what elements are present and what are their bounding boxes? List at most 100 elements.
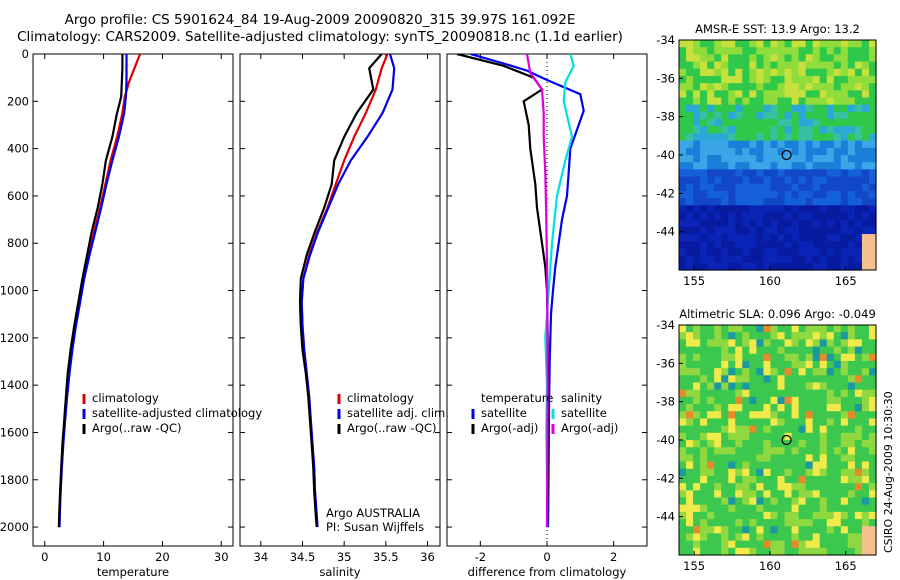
map-cell [833,176,842,185]
map-cell [819,468,828,477]
map-cell [854,332,863,340]
map-cell [833,40,842,48]
map-cell [700,97,708,106]
map-cell [777,169,786,178]
map-cell [714,526,722,535]
map-cell [763,418,772,427]
map-cell [679,519,687,527]
map-cell [854,54,863,63]
map-cell [812,339,821,348]
map-cell [791,83,800,91]
map-cell [763,353,772,362]
map-cell [784,97,793,106]
map-cell [784,382,793,391]
map-cell [679,47,687,55]
map-cell [735,368,743,376]
map-cell [693,339,701,348]
map-cell [693,483,701,491]
map-cell [686,425,694,434]
map-cell [777,198,786,206]
map-cell [784,133,793,142]
map-cell [861,353,870,362]
map-cell [679,447,687,455]
map-cell [679,140,687,149]
map-cell [770,533,779,542]
map-cell [756,389,765,398]
map-cell [686,147,694,156]
map-cell [742,504,750,513]
map-cell [791,454,800,463]
map-cell [700,325,708,333]
map-cell [735,382,743,391]
map-cell [812,504,821,513]
map-cell [826,147,835,156]
legend-entry-satellite-adjusted-climatology: satellite-adjusted climatology [92,406,262,420]
map-cell [700,519,708,527]
map-cell [735,389,743,398]
map-cell [707,396,715,405]
map-cell [791,262,800,271]
map-cell [749,483,757,491]
map-cell [686,155,694,163]
map-cell [812,75,821,84]
map-cell [840,198,849,206]
map-cell [840,447,849,455]
map-cell [700,404,708,412]
map-cell [714,75,722,84]
map-cell [819,234,828,242]
map-cell [840,382,849,391]
map-cell [819,375,828,384]
map-cell [791,234,800,242]
y-tick-label: -36 [656,356,675,370]
map-cell [840,140,849,149]
map-cell [840,61,849,70]
map-cell [707,454,715,463]
map-cell [714,255,722,264]
map-cell [763,368,772,376]
map-cell [826,255,835,264]
map-cell [763,90,772,99]
x-tick-label: 155 [683,559,705,573]
map-cell [714,176,722,185]
map-cell [784,212,793,221]
map-cell [861,234,870,242]
map-cell [805,325,814,333]
map-cell [742,219,750,228]
map-cell [798,140,807,149]
map-cell [819,155,828,163]
map-cell [840,90,849,99]
map-cell [805,511,814,520]
map-cell [756,126,765,135]
map-cell [833,389,842,398]
map-cell [847,47,856,55]
map-cell [728,190,736,199]
map-cell [700,226,708,235]
map-cell [777,375,786,384]
map-cell [833,119,842,127]
map-cell [686,533,694,542]
map-cell [777,111,786,120]
map-cell [847,255,856,264]
map-cell [868,447,877,455]
map-cell [847,183,856,192]
x-tick-label: -2 [475,550,486,564]
map-cell [847,83,856,91]
map-cell [847,346,856,355]
map-cell [707,162,715,170]
map-cell [686,475,694,484]
map-cell [707,418,715,427]
map-cell [742,375,750,384]
map-cell [861,255,870,264]
map-cell [763,40,772,48]
map-cell [854,255,863,264]
map-cell [784,248,793,257]
map-cell [707,353,715,362]
map-cell [868,40,877,48]
map-cell [833,404,842,412]
map-cell [742,547,750,556]
map-cell [714,104,722,113]
map-cell [756,40,765,48]
map-cell [854,368,863,376]
map-cell [812,389,821,398]
map-cell [721,360,729,369]
